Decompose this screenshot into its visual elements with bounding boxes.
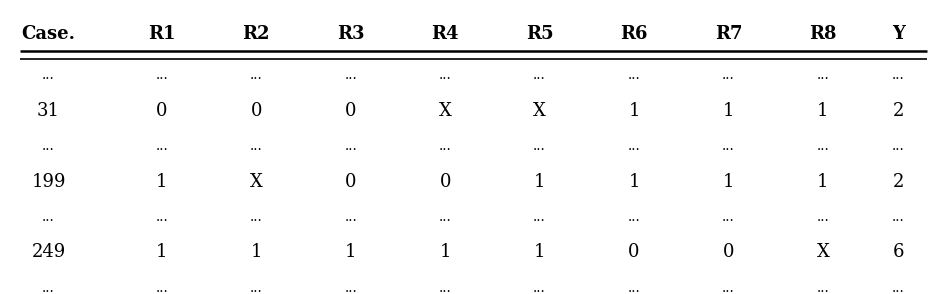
Text: 1: 1 [723, 101, 734, 120]
Text: 2: 2 [893, 101, 904, 120]
Text: ...: ... [628, 281, 640, 294]
Text: 31: 31 [37, 101, 60, 120]
Text: ...: ... [533, 68, 546, 82]
Text: 0: 0 [251, 101, 262, 120]
Text: 1: 1 [817, 101, 829, 120]
Text: ...: ... [438, 68, 452, 82]
Text: ...: ... [155, 68, 169, 82]
Text: ...: ... [533, 281, 546, 294]
Text: ...: ... [345, 210, 357, 224]
Text: ...: ... [722, 68, 735, 82]
Text: ...: ... [438, 210, 452, 224]
Text: 0: 0 [345, 173, 356, 191]
Text: X: X [438, 101, 452, 120]
Text: ...: ... [345, 281, 357, 294]
Text: ...: ... [892, 68, 904, 82]
Text: ...: ... [628, 68, 640, 82]
Text: R1: R1 [148, 25, 175, 43]
Text: R6: R6 [620, 25, 648, 43]
Text: R8: R8 [809, 25, 836, 43]
Text: ...: ... [533, 139, 546, 153]
Text: 0: 0 [345, 101, 356, 120]
Text: 1: 1 [817, 173, 829, 191]
Text: R2: R2 [242, 25, 270, 43]
Text: ...: ... [250, 68, 262, 82]
Text: R4: R4 [432, 25, 459, 43]
Text: 1: 1 [628, 173, 640, 191]
Text: R7: R7 [715, 25, 742, 43]
Text: ...: ... [816, 68, 830, 82]
Text: ...: ... [250, 281, 262, 294]
Text: ...: ... [43, 68, 55, 82]
Text: ...: ... [250, 139, 262, 153]
Text: 6: 6 [893, 243, 904, 261]
Text: Y: Y [892, 25, 904, 43]
Text: ...: ... [722, 139, 735, 153]
Text: ...: ... [43, 281, 55, 294]
Text: X: X [816, 243, 830, 261]
Text: 1: 1 [156, 243, 168, 261]
Text: 1: 1 [345, 243, 356, 261]
Text: ...: ... [628, 210, 640, 224]
Text: 0: 0 [628, 243, 640, 261]
Text: ...: ... [816, 139, 830, 153]
Text: 1: 1 [251, 243, 262, 261]
Text: R5: R5 [526, 25, 553, 43]
Text: ...: ... [628, 139, 640, 153]
Text: 1: 1 [723, 173, 734, 191]
Text: ...: ... [892, 281, 904, 294]
Text: 1: 1 [534, 243, 545, 261]
Text: ...: ... [155, 210, 169, 224]
Text: ...: ... [155, 139, 169, 153]
Text: ...: ... [892, 139, 904, 153]
Text: X: X [533, 101, 546, 120]
Text: ...: ... [345, 68, 357, 82]
Text: ...: ... [43, 139, 55, 153]
Text: ...: ... [345, 139, 357, 153]
Text: ...: ... [533, 210, 546, 224]
Text: X: X [250, 173, 262, 191]
Text: ...: ... [155, 281, 169, 294]
Text: 1: 1 [156, 173, 168, 191]
Text: 1: 1 [628, 101, 640, 120]
Text: 0: 0 [723, 243, 734, 261]
Text: ...: ... [816, 210, 830, 224]
Text: ...: ... [722, 210, 735, 224]
Text: 0: 0 [156, 101, 168, 120]
Text: R3: R3 [337, 25, 365, 43]
Text: ...: ... [250, 210, 262, 224]
Text: 0: 0 [439, 173, 451, 191]
Text: ...: ... [892, 210, 904, 224]
Text: ...: ... [816, 281, 830, 294]
Text: 199: 199 [31, 173, 66, 191]
Text: 1: 1 [439, 243, 451, 261]
Text: ...: ... [438, 281, 452, 294]
Text: 249: 249 [31, 243, 65, 261]
Text: ...: ... [438, 139, 452, 153]
Text: ...: ... [43, 210, 55, 224]
Text: ...: ... [722, 281, 735, 294]
Text: 2: 2 [893, 173, 904, 191]
Text: Case.: Case. [22, 25, 76, 43]
Text: 1: 1 [534, 173, 545, 191]
